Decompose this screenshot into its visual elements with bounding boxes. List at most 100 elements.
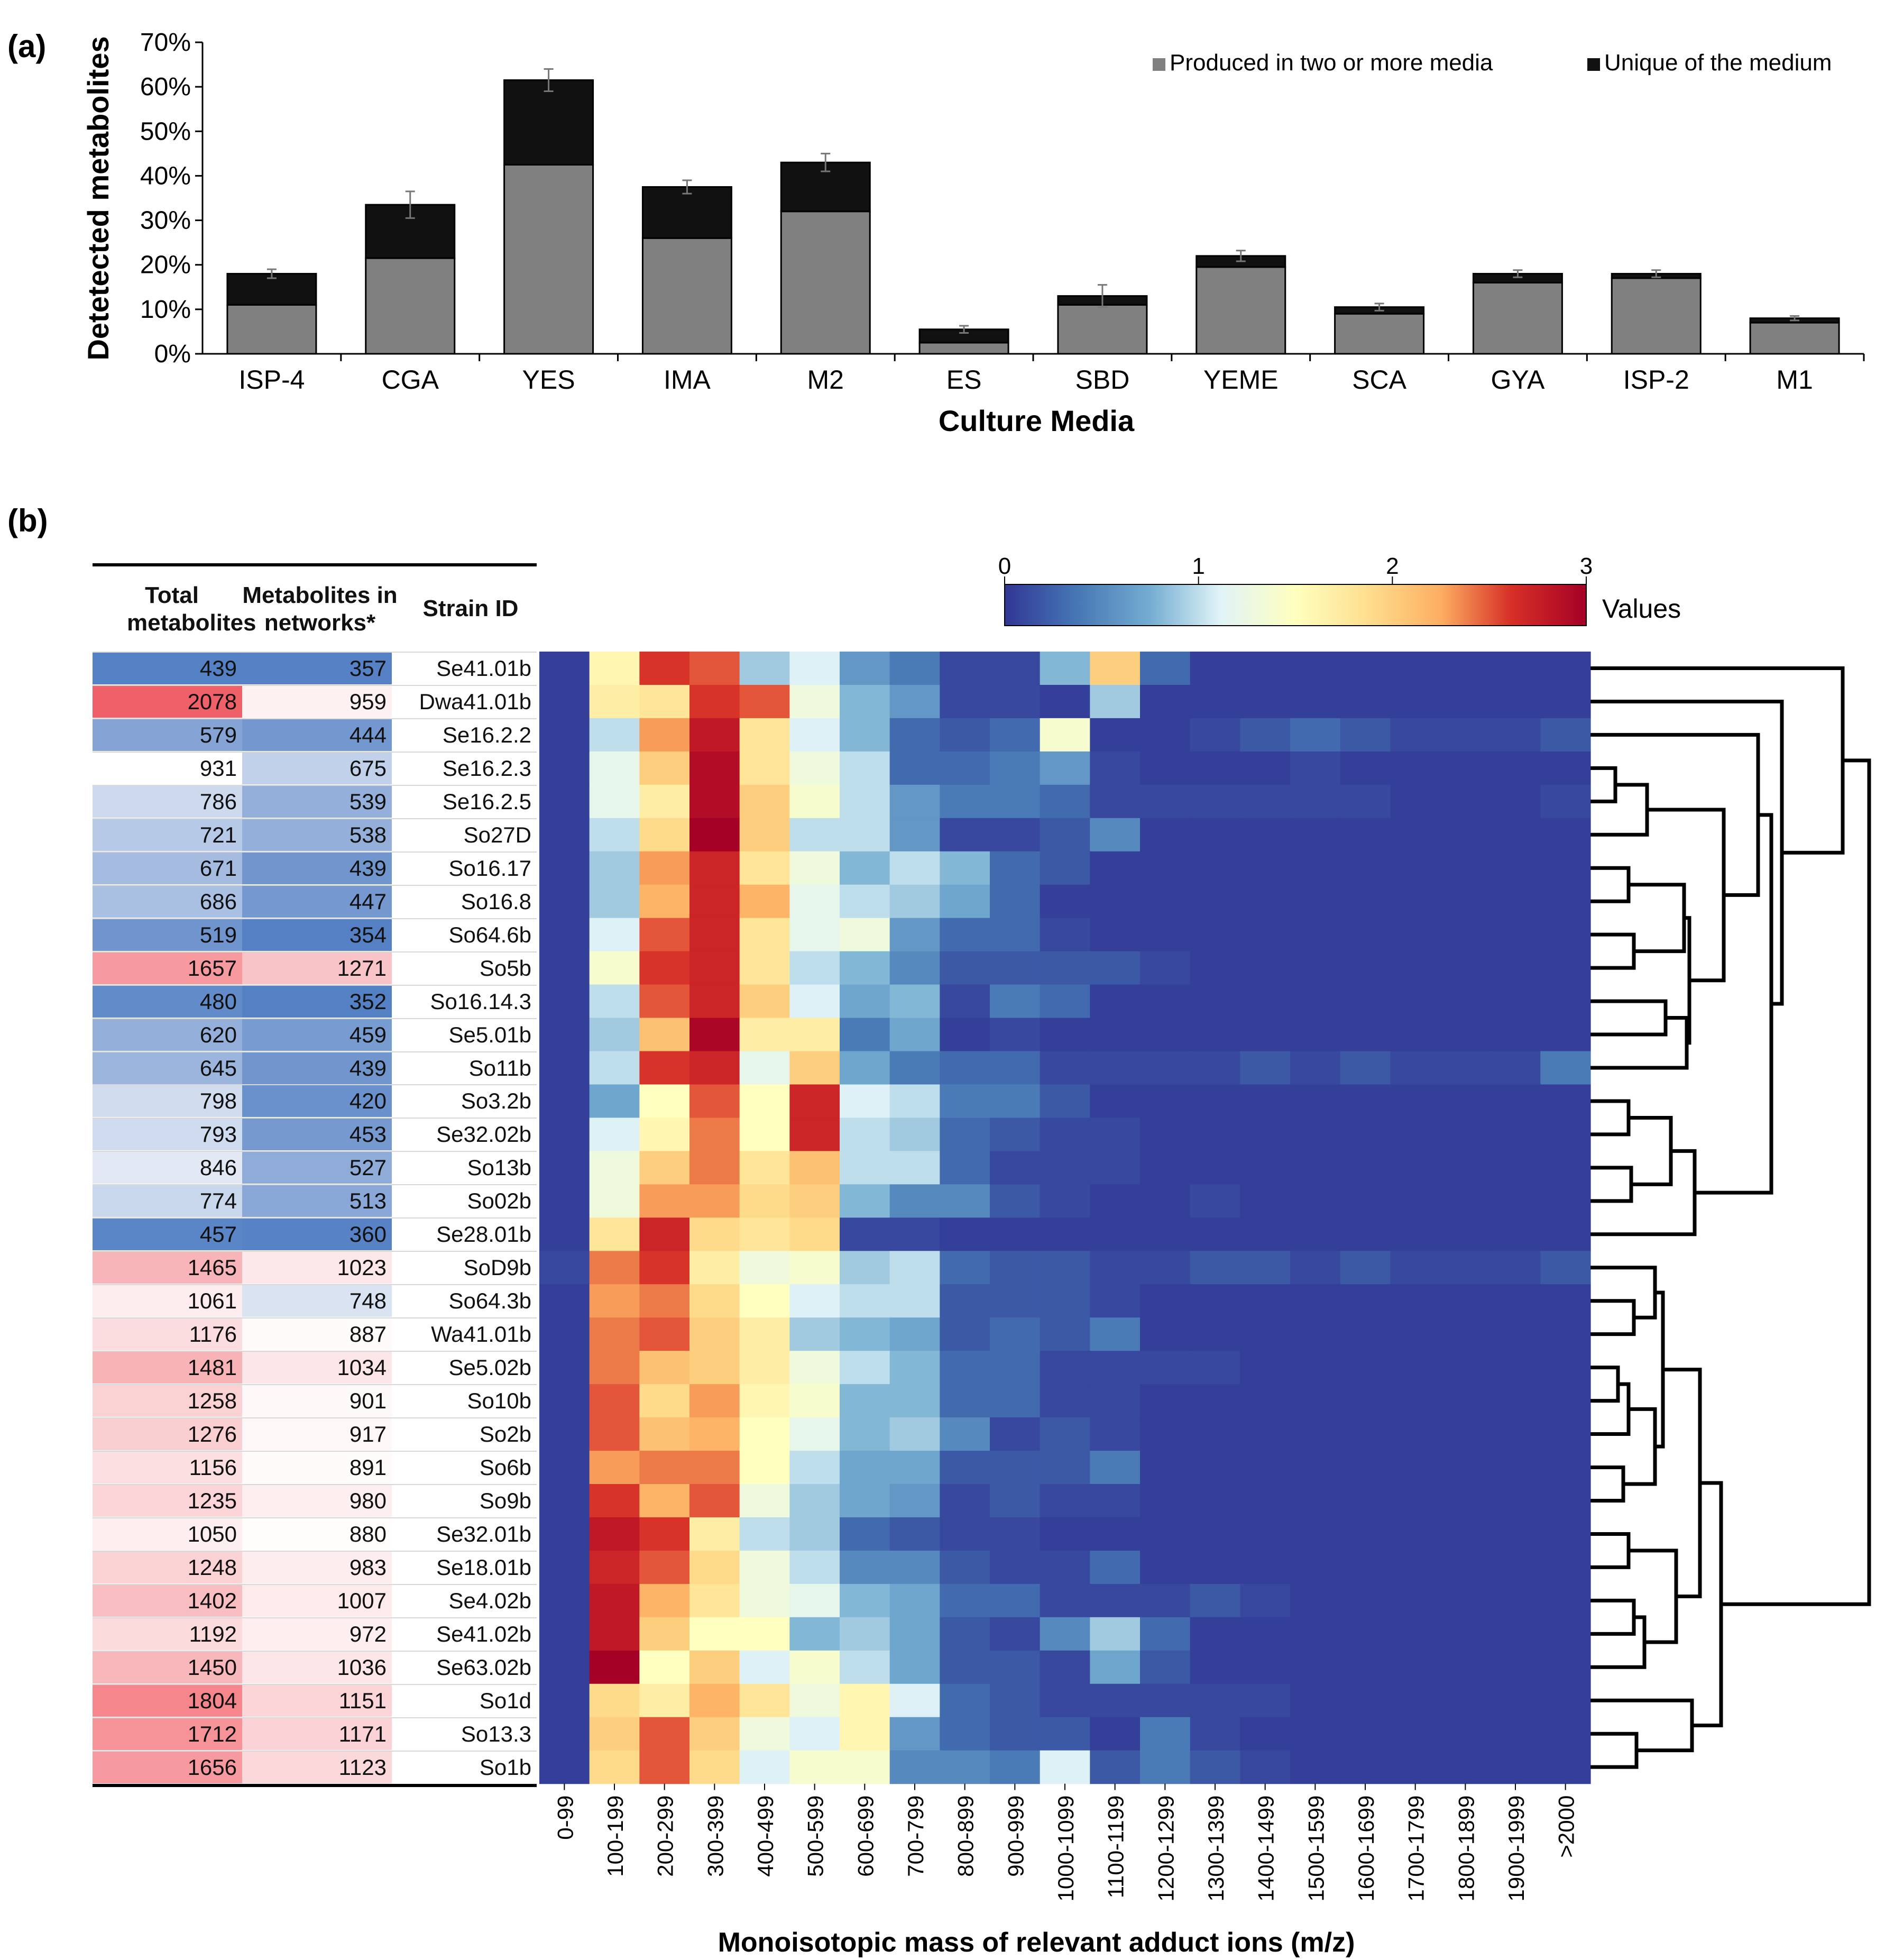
heatmap-cell [990,1317,1041,1351]
network-metabolites-cell: 891 [242,1452,392,1484]
heatmap-cell [539,1151,590,1185]
heatmap-cell [1340,1184,1391,1218]
heatmap-cell [689,1484,740,1518]
heatmap-cell [1190,1051,1240,1085]
heatmap-cell [1040,984,1090,1019]
heatmap-cell [539,1451,590,1485]
heatmap-cell [840,1750,890,1784]
heatmap-cell [1440,1084,1491,1119]
heatmap-cell [990,1517,1041,1551]
heatmap-cell [639,1118,690,1151]
heatmap-cell [889,784,940,819]
heatmap-cell [1040,818,1090,852]
heatmap-cell [1040,1617,1090,1651]
total-metabolites-cell: 774 [93,1185,242,1217]
heatmap-cell [739,1417,790,1451]
heatmap-cell [1290,1451,1341,1485]
heatmap-cell [1490,984,1541,1019]
heatmap-cell [1290,1717,1341,1751]
heatmap-cell [1190,1251,1240,1285]
heatmap-cell [1090,1583,1141,1618]
heatmap-cell [1090,1251,1141,1285]
heatmap-x-axis-ticks: 0-99 100-199 200-299 300-399 400-499 500-599 6… [553,1783,1579,1901]
heatmap-cell [940,1284,990,1318]
heatmap-cell [1090,984,1141,1019]
heatmap-cell [1190,1617,1240,1651]
heatmap-cell [1290,1750,1341,1784]
heatmap-cell [689,718,740,752]
total-metabolites-cell: 519 [93,919,242,951]
heatmap-cell [889,684,940,719]
heatmap-cell [990,1384,1041,1418]
heatmap-cell [1190,1084,1240,1119]
heatmap-cell [1390,1351,1441,1385]
heatmap-cell [1490,1184,1541,1218]
heatmap-cell [539,718,590,752]
heatmap-cell [739,652,790,685]
heatmap-cell [689,1517,740,1551]
heatmap-cell [1190,1417,1240,1451]
heatmap-cell [1090,1118,1141,1151]
heatmap-cell [1340,884,1391,919]
heatmap-cell [539,951,590,985]
strain-id-cell: Se4.02b [448,1588,531,1613]
heatmap-cell [689,751,740,785]
heatmap-cell [940,818,990,852]
network-metabolites-cell: 352 [242,985,392,1018]
heatmap-cell [990,884,1041,919]
heatmap-cell [1240,1251,1291,1285]
heatmap-cell [589,818,640,852]
heatmap-cell [639,751,690,785]
heatmap-cell [889,1517,940,1551]
heatmap-cell [539,1750,590,1784]
heatmap-cell [840,652,890,685]
strain-id-cell: Se16.2.5 [442,789,531,814]
colorbar-tick-label: 0 [998,553,1011,579]
bar-x-tick-label: YEME [1203,365,1279,395]
legend-swatch-produced [1153,58,1165,71]
heatmap-cell [1440,818,1491,852]
heatmap-cell [1190,1351,1240,1385]
heatmap-cell [1140,1251,1191,1285]
strain-id-cell: SoD9b [463,1255,531,1280]
heatmap-cell [639,1484,690,1518]
heatmap-cell [840,1517,890,1551]
heatmap-cell [940,1118,990,1151]
heatmap-cell [1490,1317,1541,1351]
strain-id-cell: So16.17 [448,855,531,881]
heatmap-cell [1290,1184,1341,1218]
heatmap-cell [689,951,740,985]
heatmap-cell [840,918,890,952]
heatmap-cell [1540,851,1591,885]
heatmap-cell [1340,1018,1391,1052]
heatmap-cell [1290,884,1341,919]
heatmap-cell [1190,718,1240,752]
heatmap-cell [789,1417,840,1451]
total-metabolites-cell: 793 [93,1119,242,1151]
heatmap-cell [1490,1583,1541,1618]
heatmap-cell [539,1617,590,1651]
heatmap-cell [889,1317,940,1351]
heatmap-cell [539,684,590,719]
heatmap-cell [1140,1151,1191,1185]
heatmap-cell [1390,1184,1441,1218]
heatmap-cell [1090,1284,1141,1318]
heatmap-cell [1240,1118,1291,1151]
heatmap-cell [840,1650,890,1684]
heatmap-cell [789,1317,840,1351]
heatmap-cell [739,1683,790,1718]
heatmap-cell [1290,1118,1341,1151]
heatmap-cell [1490,1217,1541,1251]
network-metabolites-cell: 1036 [242,1651,392,1683]
heatmap-cell [539,1683,590,1718]
heatmap-cell [1040,784,1090,819]
dendrogram-link [1590,1466,1625,1503]
heatmap-cell [1440,751,1491,785]
heatmap-cell [1090,1018,1141,1052]
heatmap-cell [1340,1683,1391,1718]
heatmap-cell [739,1217,790,1251]
heatmap-cell [1190,751,1240,785]
heatmap-cell [1140,1051,1191,1085]
bar-produced [1472,281,1563,355]
heatmap-cell [689,784,740,819]
